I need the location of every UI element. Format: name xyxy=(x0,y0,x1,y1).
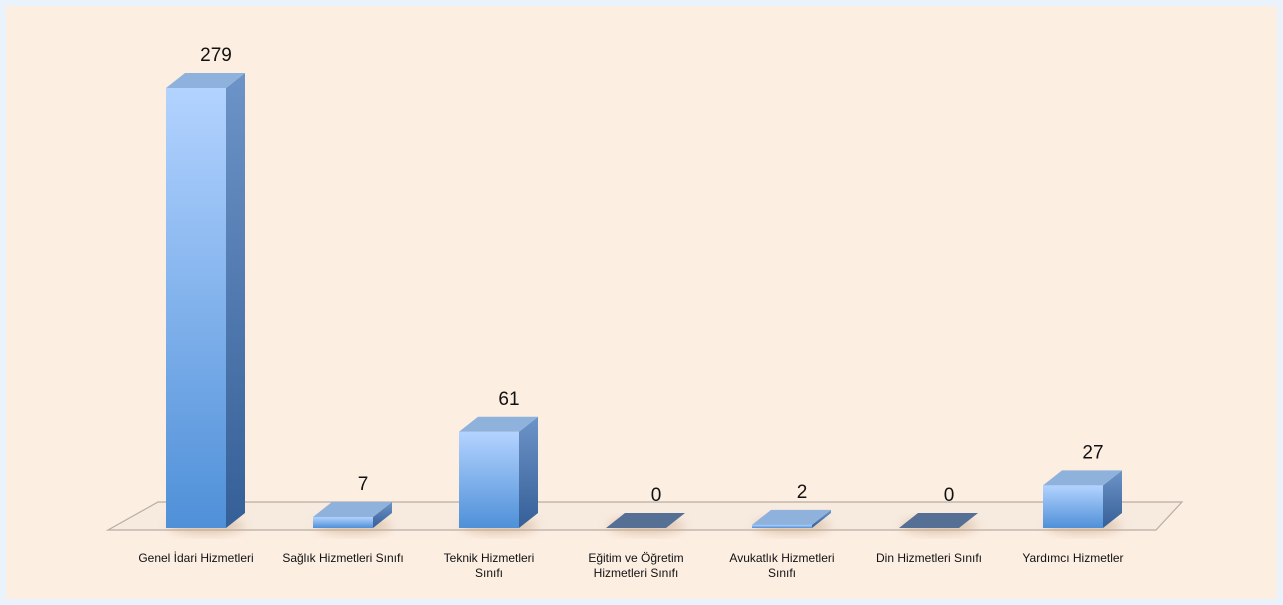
data-label: 0 xyxy=(944,485,955,506)
bar-side-face xyxy=(812,509,831,528)
category-label-avukatlık-hizmetleri-sınıfı: Avukatlık Hizmetleri Sınıfı xyxy=(729,551,834,580)
bar-side-face xyxy=(1103,470,1122,528)
bar-top-face xyxy=(459,416,538,432)
bar-top-face xyxy=(313,501,392,517)
category-label-yardımcı-hizmetler: Yardımcı Hizmetler xyxy=(1022,551,1123,565)
bar-front-face xyxy=(459,431,519,528)
category-label-teknik-hizmetleri-sınıfı: Teknik Hizmetleri Sınıfı xyxy=(444,551,535,580)
category-label-din-hizmetleri-sınıfı: Din Hizmetleri Sınıfı xyxy=(876,551,982,565)
bar-top-face xyxy=(899,513,978,528)
data-label: 0 xyxy=(651,485,662,506)
data-label: 7 xyxy=(358,474,369,495)
bar-top-face xyxy=(606,513,685,528)
bar-top-face xyxy=(1043,470,1122,486)
data-label: 61 xyxy=(498,389,519,410)
bar-6 xyxy=(899,513,978,534)
bar-7 xyxy=(1043,470,1122,534)
data-label: 2 xyxy=(797,482,808,503)
bar-2 xyxy=(313,501,392,534)
bar-5 xyxy=(752,509,831,534)
data-label: 279 xyxy=(200,45,232,66)
bar-front-face xyxy=(313,516,373,528)
category-label-sağlık-hizmetleri-sınıfı: Sağlık Hizmetleri Sınıfı xyxy=(282,551,403,565)
bar-front-face xyxy=(752,524,812,528)
bar-4 xyxy=(606,513,685,534)
bar-front-face xyxy=(1043,485,1103,528)
bar-side-face xyxy=(226,73,245,528)
bar-top-face xyxy=(752,509,831,525)
data-label: 27 xyxy=(1082,442,1103,463)
category-label-eğitim-ve-öğretim-hizmetleri-sınıfı: Eğitim ve Öğretim Hizmetleri Sınıfı xyxy=(588,551,683,580)
bar-side-face xyxy=(373,501,392,528)
bar-top-face xyxy=(166,73,245,88)
bar-1 xyxy=(166,73,245,534)
bar-front-face xyxy=(166,88,226,528)
bar-side-face xyxy=(519,416,538,528)
bar-3 xyxy=(459,416,538,534)
category-label-genel-i-dari-hizmetleri: Genel İdari Hizmetleri xyxy=(138,551,253,565)
